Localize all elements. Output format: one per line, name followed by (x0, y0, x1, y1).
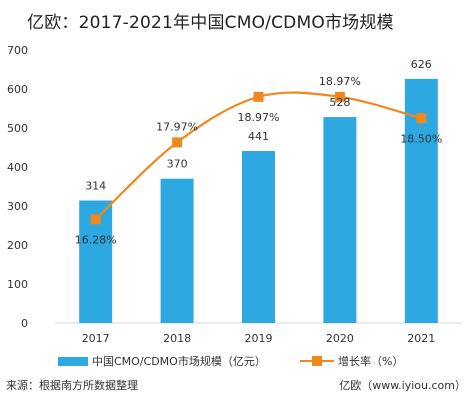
x-tick-label: 2019 (245, 332, 273, 345)
bar-value-label: 441 (248, 130, 269, 143)
bar-value-label: 528 (329, 96, 350, 109)
legend-bar-label: 中国CMO/CDMO市场规模（亿元） (92, 355, 266, 368)
x-tick-label: 2018 (163, 332, 191, 345)
line-marker (253, 91, 264, 102)
bar-value-label: 626 (411, 58, 432, 71)
line-marker (172, 137, 183, 148)
line-marker (416, 113, 427, 124)
brand-credit: 亿欧（www.iyiou.com） (339, 379, 466, 392)
legend-item-line: 增长率（%） (300, 353, 403, 369)
data-labels: 314 370 441 528 626 16.28% 17.97% 18.97% 18.97% 1… (75, 58, 443, 246)
x-axis: 2017 2018 2019 2020 2021 (55, 322, 462, 345)
bar-value-label: 370 (167, 158, 188, 171)
legend-line-swatch (300, 355, 334, 367)
y-tick-label: 700 (7, 44, 28, 57)
y-tick-label: 600 (7, 83, 28, 96)
legend-item-bar: 中国CMO/CDMO市场规模（亿元） (58, 353, 266, 369)
source-note: 来源：根据南方所数据整理 (6, 379, 138, 392)
bar (160, 178, 194, 323)
line-value-label: 18.50% (400, 132, 442, 145)
legend-line-label: 增长率（%） (338, 355, 404, 368)
y-tick-label: 200 (7, 239, 28, 252)
line-value-label: 18.97% (319, 75, 361, 88)
bar (242, 151, 275, 323)
bar (323, 117, 357, 323)
x-tick-label: 2021 (407, 332, 435, 345)
y-tick-label: 500 (7, 122, 28, 135)
bar-value-label: 314 (85, 180, 106, 193)
y-tick-label: 300 (7, 200, 28, 213)
y-tick-label: 100 (7, 278, 28, 291)
y-tick-label: 400 (7, 161, 28, 174)
line-series (90, 91, 427, 225)
chart-title: 亿欧：2017-2021年中国CMO/CDMO市场规模 (27, 13, 394, 33)
x-tick-label: 2020 (326, 332, 354, 345)
legend-bar-swatch (58, 356, 88, 366)
line-value-label: 16.28% (75, 233, 117, 246)
legend: 中国CMO/CDMO市场规模（亿元） 增长率（%） (0, 353, 476, 371)
x-tick-label: 2017 (82, 332, 110, 345)
y-axis: 0 100 200 300 400 500 600 700 (7, 44, 28, 330)
bar-series (79, 78, 438, 323)
line-marker (90, 214, 101, 225)
line-value-label: 17.97% (156, 120, 198, 133)
line-marker (334, 91, 345, 102)
y-tick-label: 0 (21, 317, 28, 330)
line-value-label: 18.97% (238, 111, 280, 124)
